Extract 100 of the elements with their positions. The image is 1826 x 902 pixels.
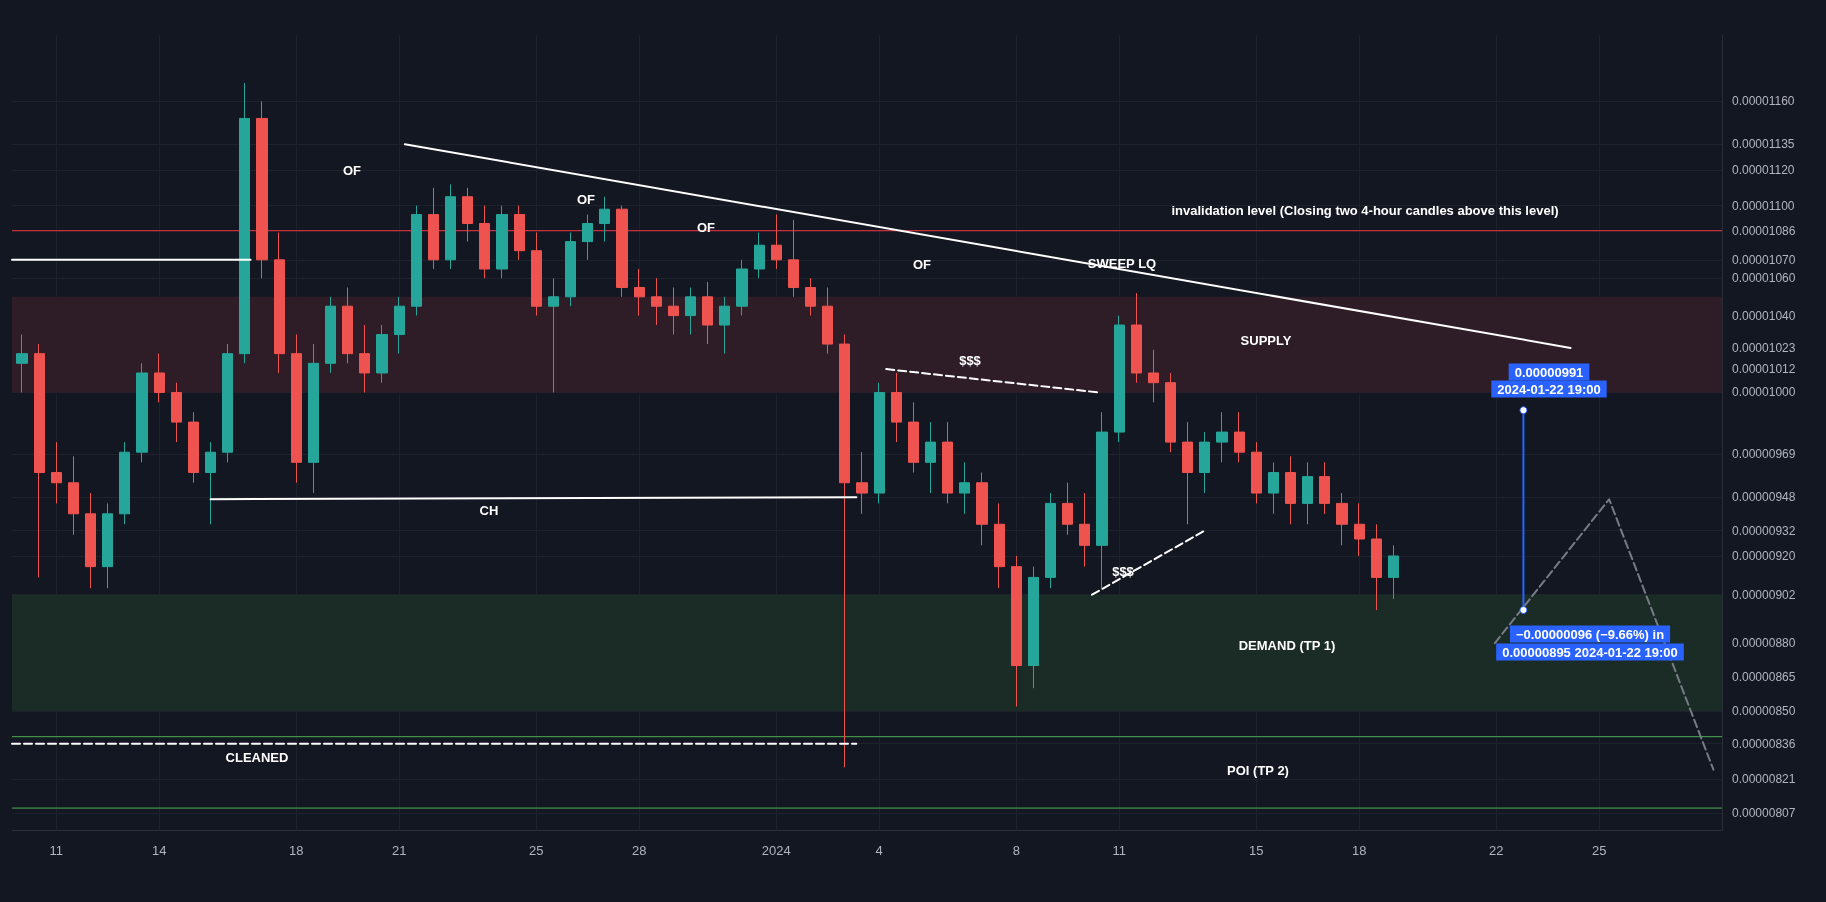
candlestick [856, 451, 868, 515]
x-tick-label: 25 [529, 843, 544, 858]
y-tick-label: 0.00001023 [1732, 340, 1796, 355]
y-tick-label: 0.00001070 [1732, 252, 1796, 267]
candlestick [428, 187, 439, 270]
candlestick [1354, 502, 1365, 557]
candlestick [1096, 411, 1108, 589]
x-tick-label: 4 [875, 843, 883, 858]
candlestick [822, 287, 833, 355]
annotation: 0.00000895 2024-01-22 19:00 [1502, 644, 1678, 660]
candlestick [582, 214, 593, 261]
candlestick [925, 421, 936, 494]
candlestick [1319, 461, 1330, 515]
x-tick-label: 15 [1249, 843, 1264, 858]
y-tick-label: 0.00000920 [1732, 548, 1796, 563]
candlestick [805, 277, 816, 317]
annotation: $$$ [1112, 563, 1135, 579]
y-tick-label: 0.00000880 [1732, 636, 1796, 651]
x-tick-label: 25 [1591, 843, 1607, 858]
candlestick [1251, 441, 1262, 504]
candlestick [565, 232, 576, 307]
candlestick [34, 343, 45, 578]
candlestick [1199, 431, 1210, 494]
candlestick [942, 421, 953, 504]
candlestick [754, 232, 765, 279]
candlestick [445, 183, 456, 270]
x-tick-label: 22 [1489, 843, 1504, 858]
candlestick [205, 441, 216, 525]
candlestick [1062, 482, 1073, 536]
candlestick [702, 281, 713, 345]
candlestick [308, 343, 319, 494]
candlestick [1165, 372, 1176, 453]
candlestick [291, 334, 302, 484]
annotation: CH [479, 502, 499, 518]
candlestick [839, 334, 850, 768]
x-tick-label: 2024 [761, 843, 791, 858]
candlestick [359, 324, 370, 393]
y-tick-label: 0.00001160 [1732, 94, 1795, 109]
x-tick-label: 8 [1012, 843, 1020, 858]
candlestick [325, 296, 336, 374]
candlestick [599, 196, 610, 243]
candlestick [719, 296, 730, 355]
y-tick-label: 0.00001120 [1732, 163, 1795, 178]
candlestick [1388, 544, 1399, 600]
annotation: CLEANED [225, 749, 289, 765]
candlestick [16, 334, 28, 393]
y-tick-label: 0.00000836 [1732, 736, 1796, 751]
candlestick [874, 382, 885, 504]
annotation: OF [576, 191, 596, 207]
candlestick [651, 277, 662, 326]
annotation: SUPPLY [1240, 332, 1292, 348]
y-tick-label: 0.00001000 [1732, 385, 1796, 400]
y-tick-label: 0.00001012 [1732, 362, 1796, 377]
candlestick [496, 205, 508, 279]
candlestick [376, 324, 388, 384]
candlestick [994, 502, 1005, 589]
y-tick-label: 0.00000969 [1732, 447, 1796, 462]
y-tick-label: 0.00000932 [1732, 523, 1796, 538]
y-tick-label: 0.00000850 [1732, 704, 1796, 719]
annotation: 0.00000991 [1514, 364, 1584, 380]
annotation: −0.00000096 (−9.66%) in [1515, 626, 1665, 642]
candlestick [256, 100, 268, 279]
candlestick [788, 219, 799, 298]
x-tick-label: 14 [151, 843, 167, 858]
candlestick [1028, 566, 1039, 689]
candlestick [1302, 461, 1313, 525]
candlestick [462, 187, 473, 243]
y-tick-label: 0.00001135 [1732, 137, 1795, 152]
candlestick [1268, 461, 1279, 515]
candlestick [616, 205, 628, 298]
candlestick [171, 382, 182, 443]
x-tick-label: 18 [1351, 843, 1367, 858]
candlestick [1114, 315, 1125, 443]
candlestick [514, 205, 525, 261]
candlestick [342, 287, 353, 364]
candlestick [222, 343, 233, 463]
x-tick-label: 11 [1112, 843, 1126, 858]
candlestick [668, 287, 679, 336]
candlestick [394, 296, 405, 355]
candlestick [85, 492, 96, 589]
y-tick-label: 0.00001100 [1732, 198, 1795, 213]
candlestick [1216, 411, 1228, 463]
y-tick-label: 0.00000821 [1732, 772, 1796, 787]
candlestick [531, 232, 542, 317]
annotation: OF [912, 256, 932, 272]
candlestick [1182, 421, 1193, 525]
candlestick [976, 472, 988, 546]
annotation: invalidation level (Closing two 4-hour candles above this level) [1171, 202, 1559, 218]
candlestick [239, 82, 250, 364]
annotation: POI (TP 2) [1227, 762, 1289, 778]
candlestick [908, 401, 919, 474]
candlestick [1079, 492, 1090, 568]
candlestick [51, 441, 62, 504]
candlestick [548, 277, 559, 393]
candlestick [136, 362, 148, 463]
candlestick [479, 205, 490, 279]
candlestick [154, 353, 165, 403]
candlestick [959, 461, 970, 515]
candlestick [68, 455, 79, 536]
candlestick [1131, 292, 1142, 384]
